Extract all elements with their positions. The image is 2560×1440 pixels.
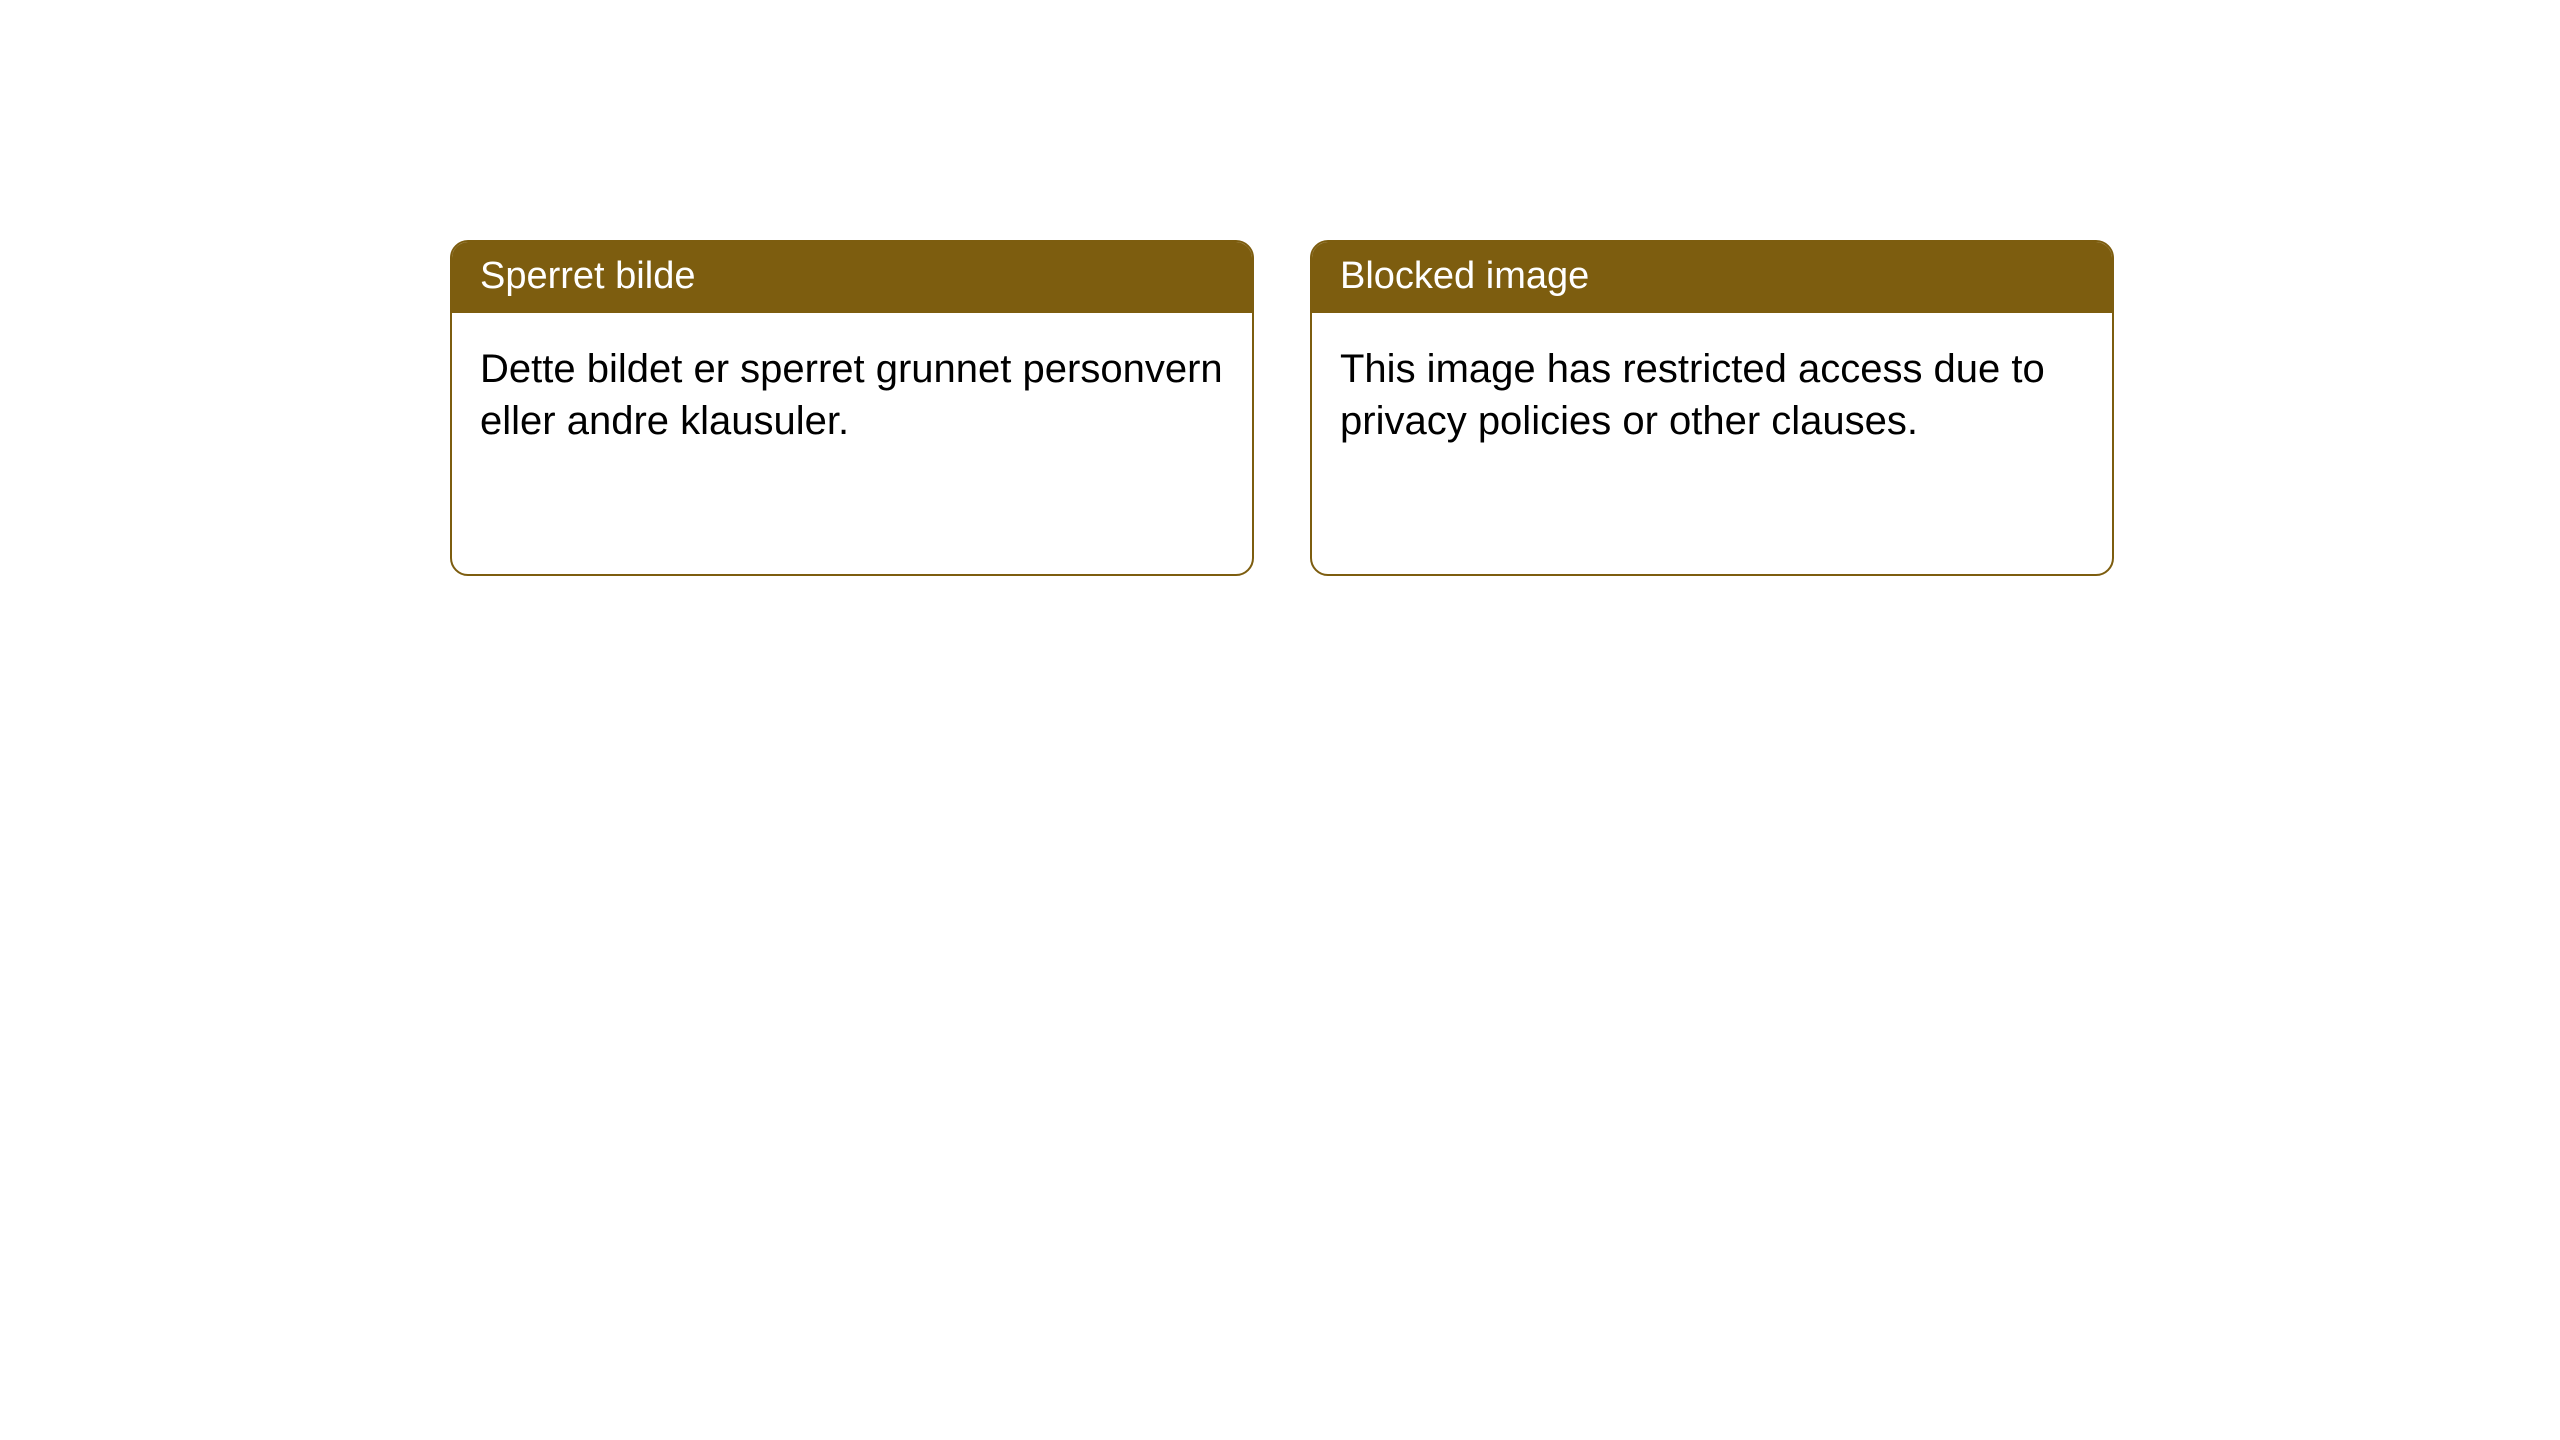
notice-body-norwegian: Dette bildet er sperret grunnet personve… (452, 313, 1252, 477)
notice-container: Sperret bilde Dette bildet er sperret gr… (0, 0, 2560, 576)
notice-card-english: Blocked image This image has restricted … (1310, 240, 2114, 576)
notice-title-norwegian: Sperret bilde (452, 242, 1252, 313)
notice-title-english: Blocked image (1312, 242, 2112, 313)
notice-card-norwegian: Sperret bilde Dette bildet er sperret gr… (450, 240, 1254, 576)
notice-body-english: This image has restricted access due to … (1312, 313, 2112, 477)
